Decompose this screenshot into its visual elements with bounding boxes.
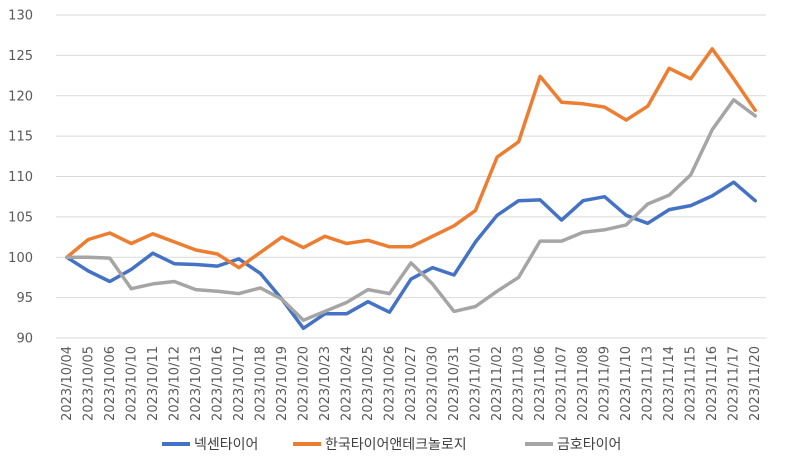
x-tick-label: 2023/11/01 (469, 346, 484, 421)
x-tick-label: 2023/10/11 (146, 346, 161, 421)
x-tick-label: 2023/11/16 (705, 346, 720, 421)
x-tick-label: 2023/11/06 (533, 346, 548, 421)
y-axis-tick-labels: 90 95 100 105 110 115 120 125 130 (8, 9, 33, 347)
x-tick-label: 2023/10/30 (426, 346, 441, 421)
legend-label-2: 한국타이어앤테크놀로지 (325, 437, 467, 453)
x-tick-label: 2023/10/23 (318, 346, 333, 421)
y-tick-label: 90 (16, 332, 33, 347)
legend: 넥센타이어 한국타이어앤테크놀로지 금호타이어 (162, 437, 621, 453)
y-tick-label: 115 (8, 130, 33, 145)
x-tick-label: 2023/11/02 (490, 346, 505, 421)
x-tick-label: 2023/11/17 (727, 346, 742, 421)
x-axis-tick-labels: 2023/10/04 2023/10/05 2023/10/06 2023/10/10… (60, 346, 763, 421)
x-tick-label: 2023/11/09 (598, 346, 613, 421)
y-tick-label: 110 (8, 170, 33, 185)
x-tick-label: 2023/10/16 (210, 346, 225, 421)
series-line-1 (65, 180, 757, 331)
x-tick-label: 2023/11/20 (748, 346, 763, 421)
x-tick-label: 2023/10/04 (60, 346, 75, 421)
x-tick-label: 2023/11/10 (619, 346, 634, 421)
x-tick-label: 2023/11/08 (576, 346, 591, 421)
x-tick-label: 2023/10/17 (232, 346, 247, 421)
legend-label-3: 금호타이어 (557, 437, 621, 453)
y-tick-label: 130 (8, 9, 33, 24)
x-tick-label: 2023/10/12 (167, 346, 182, 421)
series-line-3 (65, 98, 757, 322)
x-tick-label: 2023/10/18 (253, 346, 268, 421)
series-lines (65, 47, 757, 331)
y-tick-label: 105 (8, 210, 33, 225)
series-line-2 (65, 47, 757, 270)
x-tick-label: 2023/10/19 (275, 346, 290, 421)
x-tick-label: 2023/11/13 (641, 346, 656, 421)
x-tick-label: 2023/11/14 (662, 346, 677, 421)
x-tick-label: 2023/10/20 (296, 346, 311, 421)
legend-label-1: 넥센타이어 (194, 437, 258, 453)
y-tick-label: 95 (16, 291, 33, 306)
x-tick-label: 2023/10/24 (339, 346, 354, 421)
gridlines (56, 14, 766, 299)
x-tick-label: 2023/10/31 (447, 346, 462, 421)
x-tick-label: 2023/10/25 (361, 346, 376, 421)
y-tick-label: 100 (8, 251, 33, 266)
y-tick-label: 125 (8, 49, 33, 64)
x-tick-label: 2023/10/13 (189, 346, 204, 421)
x-tick-label: 2023/10/05 (81, 346, 96, 421)
x-tick-label: 2023/10/10 (124, 346, 139, 421)
y-tick-label: 120 (8, 89, 33, 104)
x-tick-label: 2023/10/26 (382, 346, 397, 421)
x-tick-label: 2023/11/07 (555, 346, 570, 421)
x-tick-label: 2023/11/15 (684, 346, 699, 421)
x-tick-label: 2023/11/03 (512, 346, 527, 421)
x-tick-label: 2023/10/06 (103, 346, 118, 421)
x-tick-label: 2023/10/27 (404, 346, 419, 421)
